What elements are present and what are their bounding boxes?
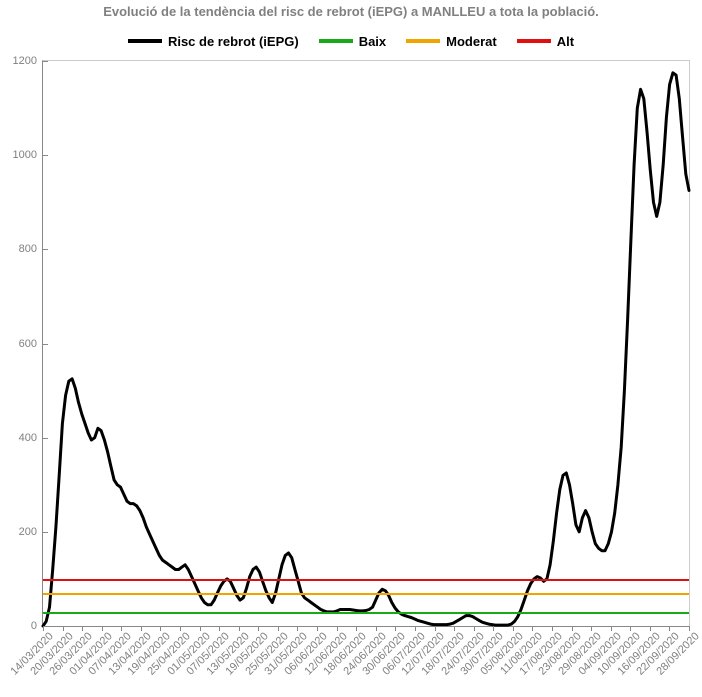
legend-item: Baix [319, 33, 386, 49]
legend-swatch [128, 39, 162, 43]
legend-label: Baix [359, 34, 386, 49]
threshold-alt [43, 579, 689, 581]
legend-label: Alt [557, 34, 574, 49]
legend-swatch [517, 39, 551, 43]
legend-swatch [406, 39, 440, 43]
y-tick: 600 [19, 338, 43, 350]
legend-label: Risc de rebrot (iEPG) [168, 34, 299, 49]
y-tick: 800 [19, 243, 43, 255]
legend: Risc de rebrot (iEPG) Baix Moderat Alt [0, 32, 702, 49]
chart-title: Evolució de la tendència del risc de reb… [0, 4, 702, 19]
y-tick: 1200 [13, 55, 43, 67]
legend-swatch [319, 39, 353, 43]
legend-item: Risc de rebrot (iEPG) [128, 33, 299, 49]
threshold-baix [43, 612, 689, 614]
y-tick: 400 [19, 432, 43, 444]
y-tick: 1000 [13, 149, 43, 161]
threshold-moderat [43, 593, 689, 595]
y-tick: 200 [19, 526, 43, 538]
legend-item: Moderat [406, 33, 497, 49]
legend-item: Alt [517, 33, 574, 49]
plot-area: 02004006008001000120014/03/202020/03/202… [42, 60, 690, 627]
series-line [43, 61, 689, 626]
legend-label: Moderat [446, 34, 497, 49]
